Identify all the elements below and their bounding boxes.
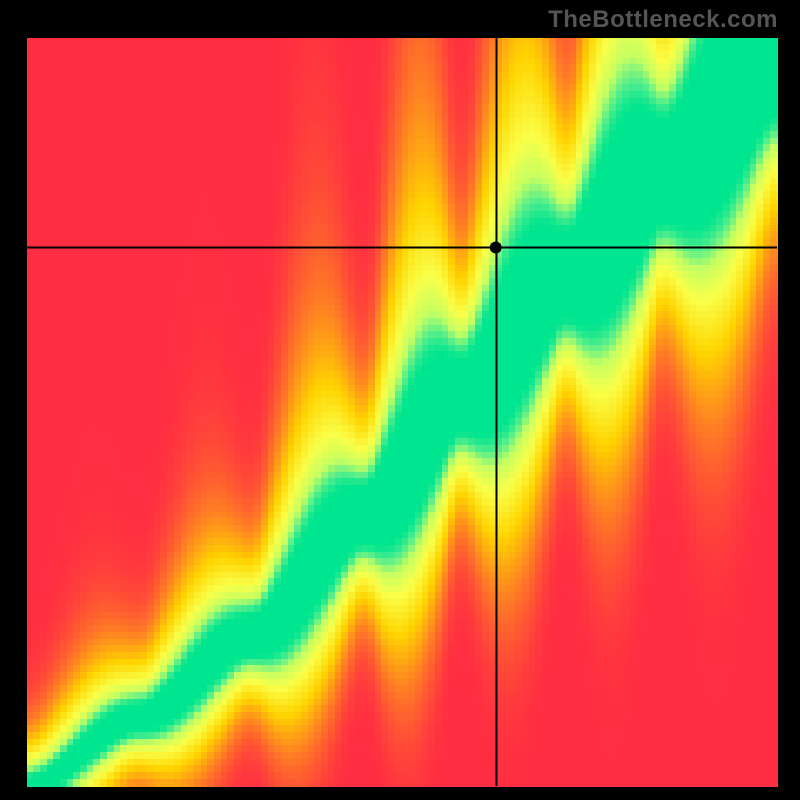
bottleneck-heatmap	[0, 0, 800, 800]
watermark-text: TheBottleneck.com	[548, 6, 778, 34]
